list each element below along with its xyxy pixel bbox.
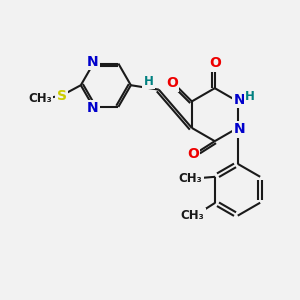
Text: N: N [87, 101, 98, 116]
Text: O: O [187, 147, 199, 161]
Text: N: N [233, 93, 245, 107]
Text: O: O [209, 56, 221, 70]
Text: O: O [166, 76, 178, 90]
Text: CH₃: CH₃ [28, 92, 52, 105]
Text: H: H [144, 75, 154, 88]
Text: S: S [57, 89, 67, 103]
Text: H: H [245, 91, 255, 103]
Text: CH₃: CH₃ [179, 172, 202, 185]
Text: N: N [233, 122, 245, 136]
Text: N: N [87, 55, 98, 69]
Text: CH₃: CH₃ [181, 209, 205, 223]
